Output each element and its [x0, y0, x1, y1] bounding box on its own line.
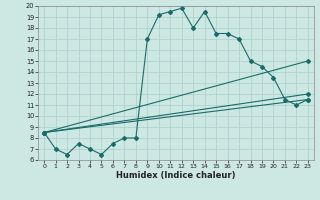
X-axis label: Humidex (Indice chaleur): Humidex (Indice chaleur) [116, 171, 236, 180]
